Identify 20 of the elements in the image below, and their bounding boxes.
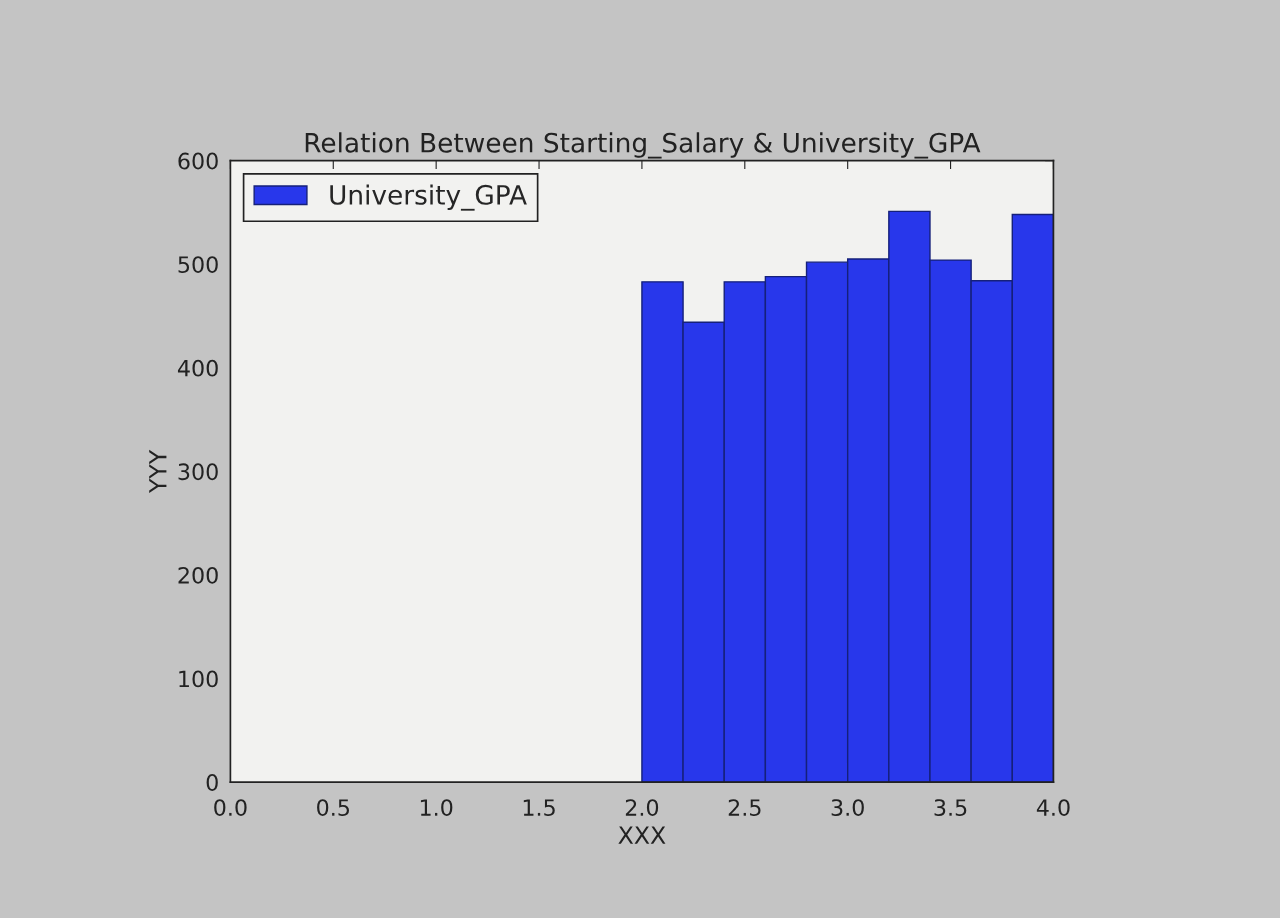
legend-label: University_GPA	[330, 184, 527, 211]
x-tick-label: 0.5	[317, 799, 350, 816]
y-tick-label: 100	[179, 670, 218, 688]
x-tick-label: 1.0	[420, 799, 453, 816]
chart-title: Relation Between Starting_Salary & University_GPA	[305, 132, 981, 159]
y-tick-label: 300	[178, 463, 218, 481]
y-tick-label: 500	[178, 256, 218, 273]
x-tick-label: 2.5	[728, 799, 761, 816]
y-tick-label: 200	[178, 566, 218, 584]
y-tick-label: 600	[178, 152, 218, 170]
y-tick-label: 0	[206, 774, 218, 791]
x-tick-label: 1.5	[523, 799, 555, 816]
x-tick-label: 3.5	[934, 799, 967, 816]
x-axis-title: XXX	[618, 826, 666, 844]
y-axis-title: YYY	[149, 449, 167, 494]
y-tick-label: 400	[177, 359, 218, 377]
x-tick-label: 2.0	[625, 799, 659, 816]
x-tick-label: 4.0	[1036, 799, 1070, 816]
x-tick-label: 0.0	[214, 799, 247, 816]
x-tick-label: 3.0	[831, 799, 864, 816]
